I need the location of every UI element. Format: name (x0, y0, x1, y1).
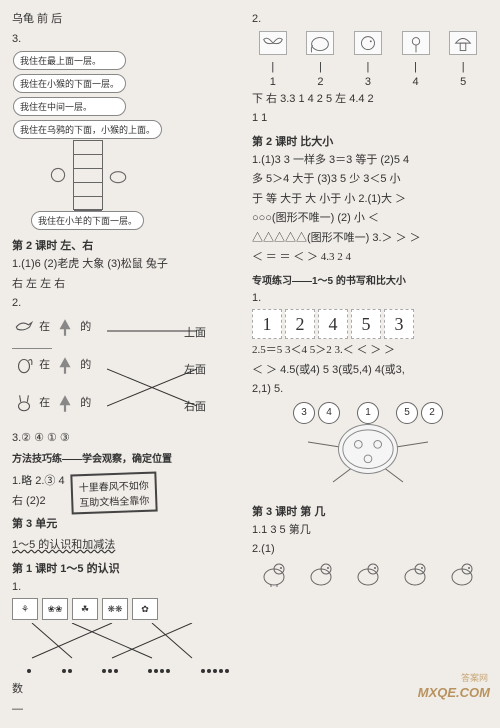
card-row: ⚘ ❀❀ ☘ ❋❋ ✿ (12, 598, 244, 620)
bubble-5: 我住在小羊的下面一层。 (31, 211, 144, 230)
chick-icon (306, 561, 336, 587)
butterfly-icon (259, 31, 287, 55)
right-column: 2. ||||| 1 2 3 4 5 下 右 3.3 1 4 2 5 左 4.4… (248, 8, 488, 720)
unit3-sub: 1～5 的认识和加减法 (12, 537, 244, 554)
number-match (12, 623, 244, 673)
tree-icon (53, 316, 77, 338)
r-s3-l1: 1.1 3 5 第几 (252, 522, 484, 539)
chick-icon (354, 31, 382, 55)
digit-box: 4 (318, 309, 348, 339)
digit-box: 3 (384, 309, 414, 339)
q3-label: 3. (12, 31, 244, 48)
animal-icon (46, 164, 70, 186)
number-boxes: 1 2 4 5 3 (252, 309, 484, 339)
card: ❀❀ (42, 598, 68, 620)
net-node: 5 (396, 402, 418, 424)
digit-box: 5 (351, 309, 381, 339)
digit-box: 2 (285, 309, 315, 339)
seq-l2: 1 1 (252, 110, 484, 127)
icon-sequence (252, 31, 484, 58)
sp-l2: 2.5＝5 3＜4 5＞2 3.＜ ＜ ＞ ＞ (252, 342, 484, 359)
watermark-sub: 答案网 (461, 671, 488, 684)
r-s3-header: 第 3 课时 第 几 (252, 503, 484, 519)
r-q2: 2. (252, 11, 484, 28)
left-column: 乌龟 前 后 3. 我住在最上面一层。 我住在小猴的下面一层。 我住在中间一层。… (8, 8, 248, 720)
r-l5: △△△△△(图形不唯一) 3.＞ ＞ ＞ (252, 230, 484, 247)
animal-icon (106, 164, 130, 186)
page: 乌龟 前 后 3. 我住在最上面一层。 我住在小猴的下面一层。 我住在中间一层。… (0, 0, 500, 728)
dot-row (12, 665, 244, 677)
net-node: 4 (318, 402, 340, 424)
bubble-4: 我住在中间一层。 (13, 97, 126, 116)
net-node: 1 (357, 402, 379, 424)
net-node: 2 (421, 402, 443, 424)
chick-icon (447, 561, 477, 587)
s2-q2: 2. (12, 295, 244, 312)
seq-numbers: 1 2 3 4 5 (252, 76, 484, 88)
chick-icon (353, 561, 383, 587)
r-l6: ＜ ＝ ＝ ＜ ＞ 4.3 2 4 (252, 249, 484, 266)
s3-q1: 1. (12, 579, 244, 596)
digit-box: 1 (252, 309, 282, 339)
cross-lines (107, 321, 207, 421)
method-stamp-row: 1.略 2.③ 4 右 (2)2 第 3 单元 十里春风不如你 互助文档全靠你 (12, 470, 244, 534)
meth-l2: 右 (2)2 (12, 493, 65, 510)
card: ✿ (132, 598, 158, 620)
special-header: 专项练习——1～5 的书写和比大小 (252, 272, 484, 287)
top-answer: 乌龟 前 后 (12, 11, 244, 28)
section-2-header: 第 2 课时 左、右 (12, 237, 244, 253)
r-l3: 于 等 大于 大 小于 小 2.(1)大 ＞ (252, 191, 484, 208)
r-l1: 1.(1)3 3 一样多 3＝3 等于 (2)5 4 (252, 152, 484, 169)
bubble-diagram: 我住在最上面一层。 我住在小猴的下面一层。 我住在中间一层。 我住在乌鸦的下面，… (12, 50, 244, 231)
sp-q1: 1. (252, 290, 484, 307)
card: ⚘ (12, 598, 38, 620)
flower-icon (402, 31, 430, 55)
seq-lines: ||||| (252, 61, 484, 73)
s2-line2: 右 左 左 右 (12, 276, 244, 293)
tree-icon (53, 392, 77, 414)
stamp: 十里春风不如你 互助文档全靠你 (70, 472, 157, 515)
squirrel-icon (12, 354, 36, 376)
s2-q3: 3.② ④ ① ③ (12, 430, 244, 447)
bird-icon (12, 316, 36, 338)
s3-header: 第 1 课时 1～5 的认识 (12, 560, 244, 576)
bubble-2: 我住在乌鸦的下面，小猴的上面。 (13, 120, 162, 139)
xd-row3: 在 的 (12, 392, 102, 414)
bottom-dash: — (12, 701, 244, 718)
bird-row (252, 561, 484, 587)
mushroom-icon (449, 31, 477, 55)
watermark: MXQE.COM (418, 685, 490, 700)
tree-icon (53, 354, 77, 376)
r-l2: 多 5＞4 大于 (3)3 5 少 3＜5 小 (252, 171, 484, 188)
building-icon (73, 140, 103, 210)
xd-row1: 在 的 (12, 316, 102, 350)
unit3-header: 第 3 单元 (12, 515, 65, 531)
elephant-icon (306, 31, 334, 55)
r-s3-q2: 2.(1) (252, 541, 484, 558)
card: ❋❋ (102, 598, 128, 620)
seq-l1: 下 右 3.3 1 4 2 5 左 4.4 2 (252, 91, 484, 108)
cross-diagram: 在 的 在 的 在 的 上面 左面 右面 (12, 316, 244, 426)
bubble-1: 我住在最上面一层。 (13, 51, 126, 70)
chick-icon (400, 561, 430, 587)
bottom-text: 数 (12, 681, 244, 698)
network-diagram: 1 3 2 4 5 (278, 402, 458, 497)
meth-l1: 1.略 2.③ 4 (12, 473, 65, 490)
sp-l4: 2,1) 5. (252, 381, 484, 398)
method-header: 方法技巧练——学会观察，确定位置 (12, 452, 244, 467)
card: ☘ (72, 598, 98, 620)
net-node: 3 (293, 402, 315, 424)
net-center (338, 424, 398, 474)
sp-l3: ＜ ＞ 4.5(或4) 5 3(或5,4) 4(或3, (252, 362, 484, 379)
r-s2-header: 第 2 课时 比大小 (252, 133, 484, 149)
chick-icon (259, 561, 289, 587)
rabbit-icon (12, 392, 36, 414)
xd-row2: 在 的 (12, 354, 102, 376)
bubble-3: 我住在小猴的下面一层。 (13, 74, 126, 93)
s2-line1: 1.(1)6 (2)老虎 大象 (3)松鼠 兔子 (12, 256, 244, 273)
r-l4: ○○○(图形不唯一) (2) 小 ＜ (252, 210, 484, 227)
